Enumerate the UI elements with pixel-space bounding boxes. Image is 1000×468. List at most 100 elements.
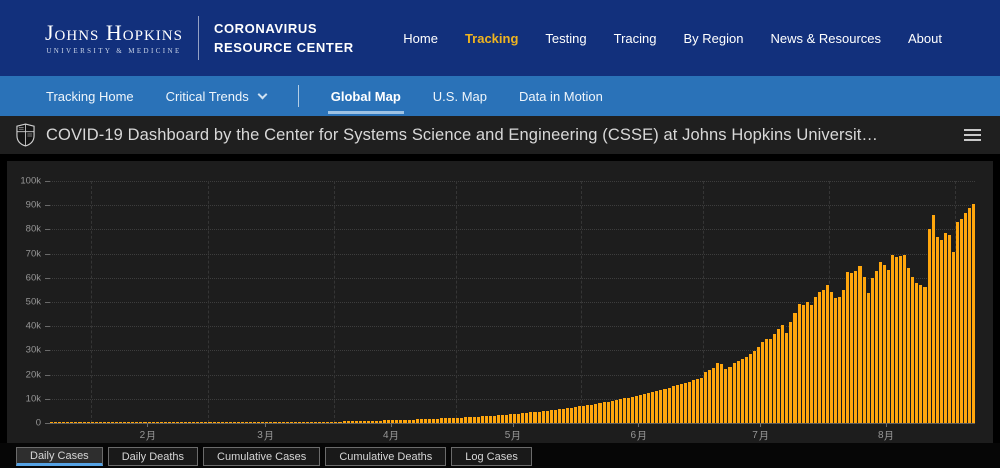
- bar[interactable]: [700, 377, 705, 423]
- bar[interactable]: [541, 411, 546, 423]
- bar[interactable]: [740, 358, 745, 423]
- bar[interactable]: [821, 289, 826, 423]
- bar[interactable]: [655, 390, 660, 423]
- bar[interactable]: [492, 415, 497, 423]
- bar[interactable]: [850, 273, 855, 423]
- bar[interactable]: [724, 369, 729, 423]
- bar[interactable]: [663, 388, 668, 423]
- bar[interactable]: [667, 387, 672, 423]
- bar[interactable]: [903, 254, 908, 423]
- bar[interactable]: [732, 362, 737, 423]
- bar[interactable]: [208, 421, 213, 423]
- bar[interactable]: [188, 421, 193, 423]
- bar[interactable]: [907, 268, 912, 423]
- subnav-global-map[interactable]: Global Map: [327, 88, 404, 114]
- bar[interactable]: [834, 298, 839, 423]
- bar[interactable]: [444, 418, 449, 423]
- bar[interactable]: [50, 421, 55, 423]
- bar[interactable]: [220, 421, 225, 423]
- bar[interactable]: [939, 240, 944, 423]
- bar[interactable]: [919, 285, 924, 423]
- bar[interactable]: [277, 421, 282, 423]
- bar[interactable]: [846, 271, 851, 423]
- subnav-tracking-home[interactable]: Tracking Home: [46, 88, 134, 104]
- bar[interactable]: [756, 346, 761, 423]
- bar[interactable]: [212, 421, 217, 423]
- bar[interactable]: [574, 407, 579, 423]
- bar[interactable]: [712, 367, 717, 423]
- bar[interactable]: [139, 421, 144, 423]
- bar[interactable]: [911, 276, 916, 423]
- bar[interactable]: [419, 419, 424, 423]
- nav-about[interactable]: About: [908, 30, 942, 46]
- bar[interactable]: [618, 399, 623, 423]
- bar[interactable]: [557, 409, 562, 423]
- bar[interactable]: [675, 385, 680, 423]
- bar[interactable]: [167, 421, 172, 423]
- bar[interactable]: [895, 256, 900, 423]
- bar[interactable]: [305, 421, 310, 423]
- bar[interactable]: [415, 419, 420, 423]
- bar[interactable]: [62, 421, 67, 423]
- bar[interactable]: [240, 421, 245, 423]
- bar[interactable]: [228, 421, 233, 423]
- bar[interactable]: [720, 364, 725, 423]
- bar[interactable]: [163, 421, 168, 423]
- bar[interactable]: [135, 421, 140, 423]
- bar[interactable]: [643, 393, 648, 423]
- bar[interactable]: [748, 353, 753, 423]
- bar[interactable]: [882, 264, 887, 423]
- bar[interactable]: [78, 421, 83, 423]
- bar[interactable]: [598, 403, 603, 423]
- nav-home[interactable]: Home: [403, 30, 438, 46]
- bar[interactable]: [862, 276, 867, 423]
- bar[interactable]: [468, 417, 473, 423]
- bar[interactable]: [261, 421, 266, 423]
- tab-cumulative-deaths[interactable]: Cumulative Deaths: [325, 447, 447, 466]
- tab-daily-cases[interactable]: Daily Cases: [16, 447, 103, 466]
- bar[interactable]: [695, 379, 700, 423]
- bar[interactable]: [968, 207, 973, 423]
- bar[interactable]: [379, 420, 384, 423]
- bar[interactable]: [525, 412, 530, 423]
- tab-cumulative-cases[interactable]: Cumulative Cases: [203, 447, 321, 466]
- bar[interactable]: [622, 398, 627, 423]
- bar[interactable]: [464, 417, 469, 423]
- bar[interactable]: [602, 402, 607, 423]
- bar[interactable]: [635, 395, 640, 423]
- bar[interactable]: [94, 421, 99, 423]
- bar[interactable]: [399, 419, 404, 423]
- bar[interactable]: [521, 413, 526, 423]
- tab-daily-deaths[interactable]: Daily Deaths: [107, 447, 199, 466]
- bar[interactable]: [147, 421, 152, 423]
- bar[interactable]: [769, 339, 774, 423]
- bar[interactable]: [346, 421, 351, 423]
- bar[interactable]: [509, 414, 514, 423]
- bar[interactable]: [659, 389, 664, 423]
- bar[interactable]: [285, 421, 290, 423]
- bar[interactable]: [777, 329, 782, 423]
- subnav-data-in-motion[interactable]: Data in Motion: [518, 88, 603, 104]
- bar[interactable]: [184, 421, 189, 423]
- bar[interactable]: [395, 420, 400, 423]
- hamburger-menu-icon[interactable]: [961, 126, 984, 144]
- bar[interactable]: [269, 421, 274, 423]
- bar[interactable]: [813, 296, 818, 423]
- bar[interactable]: [131, 421, 136, 423]
- bar[interactable]: [204, 421, 209, 423]
- bar[interactable]: [273, 421, 278, 423]
- bar[interactable]: [561, 408, 566, 423]
- bar[interactable]: [797, 303, 802, 423]
- bar[interactable]: [533, 412, 538, 423]
- bar[interactable]: [236, 421, 241, 423]
- bar[interactable]: [431, 418, 436, 423]
- bar[interactable]: [517, 413, 522, 423]
- bar[interactable]: [106, 421, 111, 423]
- bar[interactable]: [801, 304, 806, 423]
- bar[interactable]: [972, 203, 977, 423]
- bar[interactable]: [151, 421, 156, 423]
- bar[interactable]: [488, 415, 493, 423]
- bar[interactable]: [874, 270, 879, 423]
- bar[interactable]: [842, 289, 847, 423]
- bar[interactable]: [805, 301, 810, 423]
